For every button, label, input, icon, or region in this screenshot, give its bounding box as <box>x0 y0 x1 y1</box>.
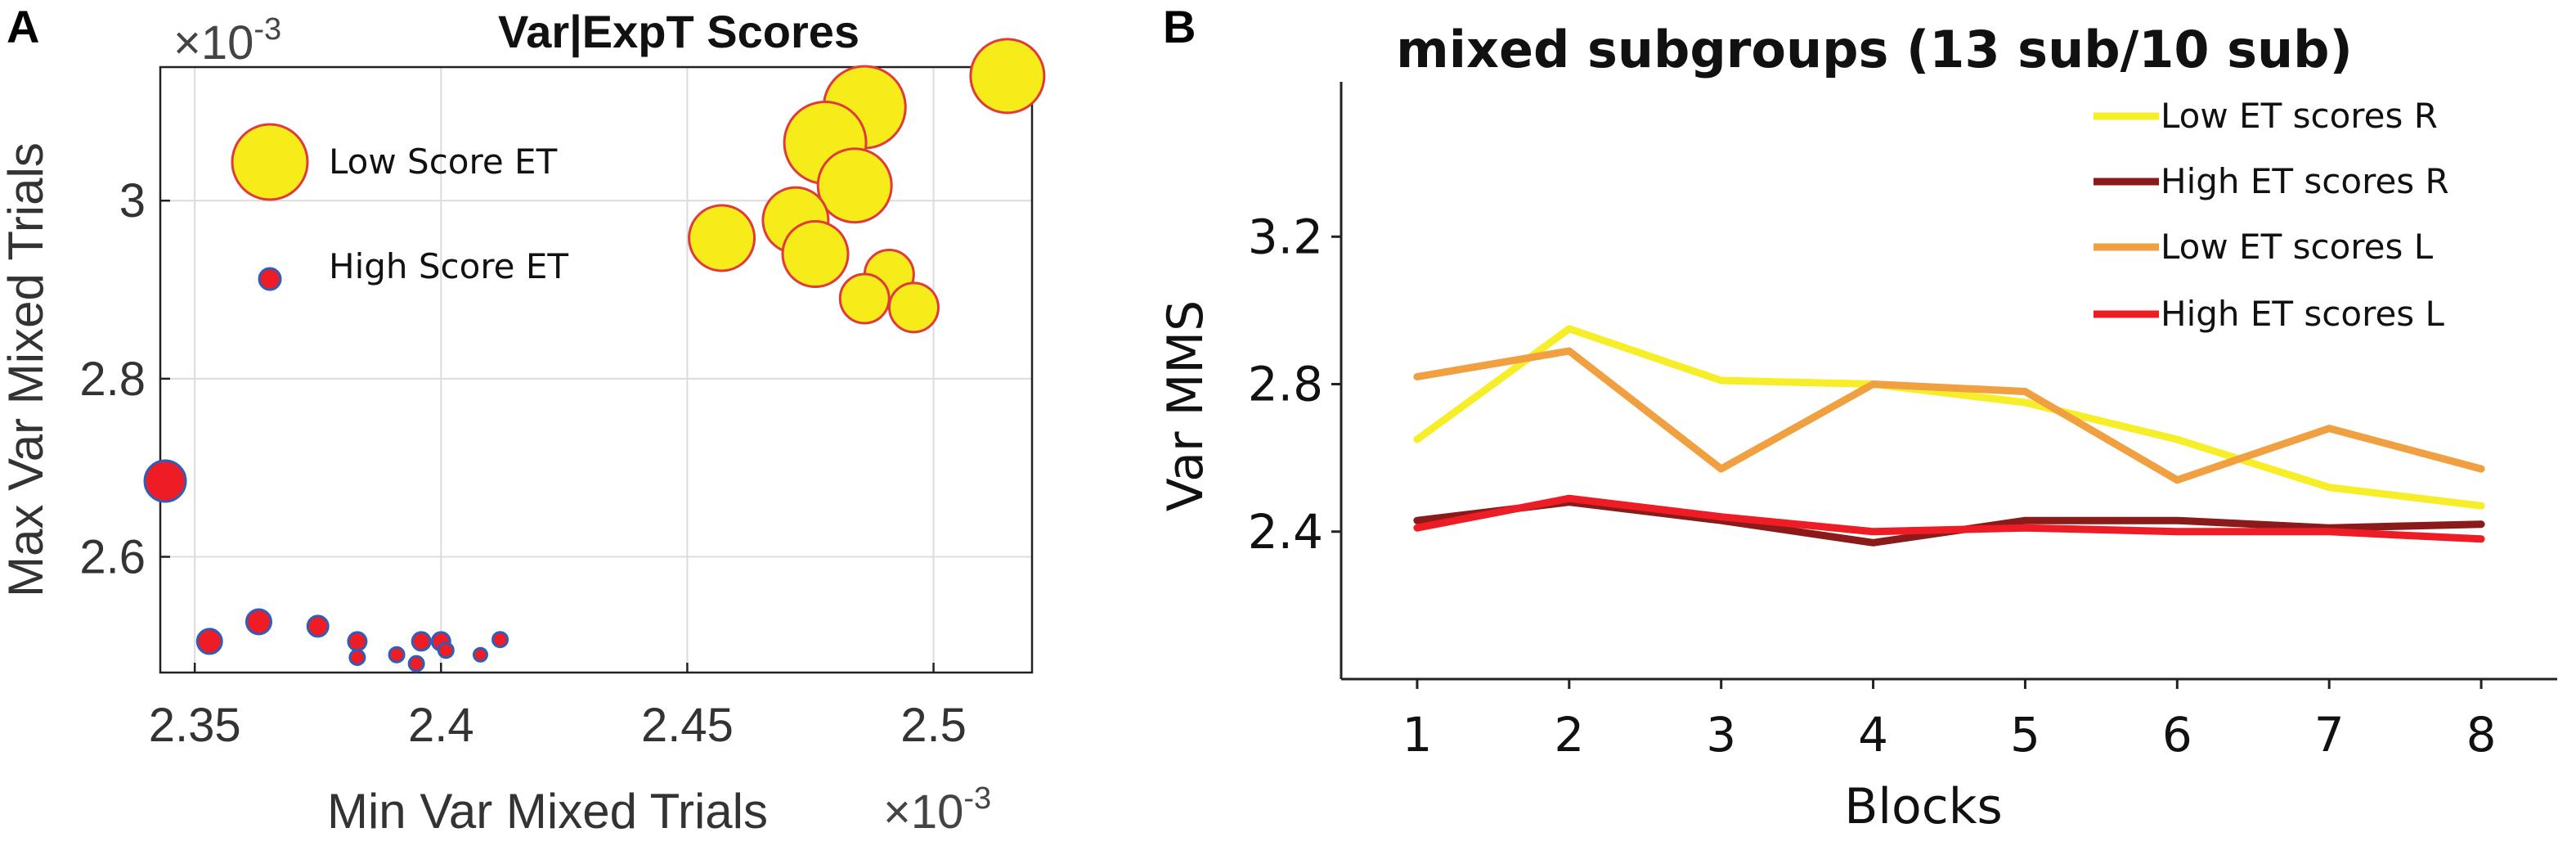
high-score-point <box>491 631 509 649</box>
high-score-point <box>245 608 272 636</box>
scatter-legend: Low Score ET High Score ET <box>231 123 568 291</box>
line-x-tick-label: 3 <box>1706 707 1736 763</box>
line-x-tick-label: 1 <box>1402 707 1432 763</box>
panel-a: A ×10-3 Var|ExpT Scores 2.35 2.4 2.45 2.52.… <box>0 1 1046 839</box>
line-legend: Low ET scores R High ET scores R Low ET … <box>2094 96 2449 334</box>
line-series <box>1413 325 2485 547</box>
line-ticks: 1 2 3 4 5 6 7 8 2.4 2.8 3.2 <box>1248 209 2497 763</box>
legend-label-high-r: High ET scores R <box>2161 161 2449 201</box>
line-low-et-l <box>1413 347 2485 484</box>
legend-label-high-l: High ET scores L <box>2161 294 2445 334</box>
high-score-point <box>195 628 223 655</box>
scatter-ticks: 2.35 2.4 2.45 2.5 2.6 2.8 3 <box>79 174 967 752</box>
legend-label-low-l: Low ET scores L <box>2161 227 2434 267</box>
scatter-axes-box <box>159 65 1034 674</box>
legend-high-marker <box>258 267 282 291</box>
legend-label-low-r: Low ET scores R <box>2161 96 2438 136</box>
panel-b: B mixed subgroups (13 sub/10 sub) 1 2 3 4 5 6… <box>1157 1 2557 835</box>
line-y-tick-label: 3.2 <box>1248 209 1323 264</box>
line-chart-title: mixed subgroups (13 sub/10 sub) <box>1396 20 2353 79</box>
bottom-exponent: ×10-3 <box>883 781 991 839</box>
line-low-et-r <box>1413 325 2485 510</box>
scatter-y-axis-label: Max Var Mixed Trials <box>0 142 53 597</box>
line-high-et-l <box>1413 494 2485 543</box>
line-y-tick-label: 2.4 <box>1248 504 1323 560</box>
scatter-y-tick-label: 3 <box>119 174 146 227</box>
scatter-y-tick-label: 2.6 <box>79 531 146 584</box>
high-score-point <box>347 631 368 652</box>
scatter-title: Var|ExpT Scores <box>498 6 859 58</box>
low-score-point <box>887 281 940 334</box>
low-score-point <box>816 147 893 224</box>
high-score-point <box>348 649 366 666</box>
line-x-tick-label: 4 <box>1858 707 1888 763</box>
line-high-et-r <box>1413 498 2485 547</box>
scatter-x-tick-label: 2.35 <box>149 699 241 752</box>
line-x-axis-label: Blocks <box>1844 778 2003 835</box>
line-x-tick-label: 5 <box>2010 707 2040 763</box>
scatter-y-tick-label: 2.8 <box>79 353 146 406</box>
line-x-tick-label: 2 <box>1554 707 1584 763</box>
legend-high-label: High Score ET <box>329 246 568 286</box>
low-score-point <box>781 220 850 289</box>
high-score-point <box>306 614 330 638</box>
low-score-point <box>969 38 1046 115</box>
line-x-tick-label: 8 <box>2466 707 2497 763</box>
high-score-point <box>437 641 455 659</box>
high-score-point <box>411 631 432 652</box>
high-score-point <box>407 655 425 673</box>
high-score-point <box>143 459 187 503</box>
legend-low-marker <box>231 123 309 201</box>
scatter-points <box>143 38 1046 673</box>
line-x-tick-label: 6 <box>2162 707 2192 763</box>
low-score-point <box>838 272 891 325</box>
top-exponent: ×10-3 <box>173 12 281 70</box>
line-x-tick-label: 7 <box>2314 707 2345 763</box>
line-y-tick-label: 2.8 <box>1248 357 1323 412</box>
scatter-x-tick-label: 2.4 <box>408 699 474 752</box>
panel-b-label: B <box>1163 1 1196 52</box>
high-score-point <box>388 646 406 664</box>
scatter-x-axis-label: Min Var Mixed Trials <box>327 784 768 839</box>
legend-low-label: Low Score ET <box>329 142 558 182</box>
high-score-point <box>472 646 488 663</box>
line-y-axis-label: Var MMS <box>1157 300 1214 512</box>
low-score-point <box>688 204 756 272</box>
panel-a-label: A <box>7 1 39 52</box>
scatter-x-tick-label: 2.5 <box>900 699 967 752</box>
scatter-x-tick-label: 2.45 <box>641 699 734 752</box>
